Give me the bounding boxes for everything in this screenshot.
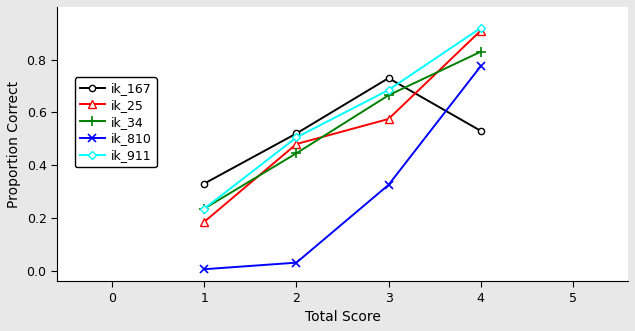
ik_911 bbox=[201, 207, 208, 211]
ik_810 bbox=[385, 183, 392, 187]
ik_810 bbox=[477, 64, 485, 68]
Line: ik_34: ik_34 bbox=[199, 47, 486, 213]
ik_25 bbox=[477, 29, 485, 33]
Line: ik_167: ik_167 bbox=[201, 75, 484, 187]
Y-axis label: Proportion Correct: Proportion Correct bbox=[7, 80, 21, 208]
ik_34 bbox=[477, 50, 485, 54]
ik_911 bbox=[477, 26, 485, 30]
ik_167 bbox=[201, 182, 208, 186]
Line: ik_911: ik_911 bbox=[201, 25, 484, 212]
ik_25 bbox=[385, 117, 392, 121]
ik_167 bbox=[293, 131, 300, 135]
ik_25 bbox=[201, 220, 208, 224]
ik_34 bbox=[385, 93, 392, 97]
Line: ik_810: ik_810 bbox=[201, 63, 485, 273]
ik_911 bbox=[293, 135, 300, 139]
X-axis label: Total Score: Total Score bbox=[305, 310, 380, 324]
ik_911 bbox=[385, 88, 392, 92]
ik_25 bbox=[293, 142, 300, 146]
ik_167 bbox=[385, 76, 392, 80]
ik_810 bbox=[293, 260, 300, 264]
Line: ik_25: ik_25 bbox=[201, 27, 485, 226]
Legend: ik_167, ik_25, ik_34, ik_810, ik_911: ik_167, ik_25, ik_34, ik_810, ik_911 bbox=[74, 77, 157, 167]
ik_810 bbox=[201, 267, 208, 271]
ik_34 bbox=[293, 151, 300, 155]
ik_34 bbox=[201, 207, 208, 211]
ik_167 bbox=[477, 129, 485, 133]
